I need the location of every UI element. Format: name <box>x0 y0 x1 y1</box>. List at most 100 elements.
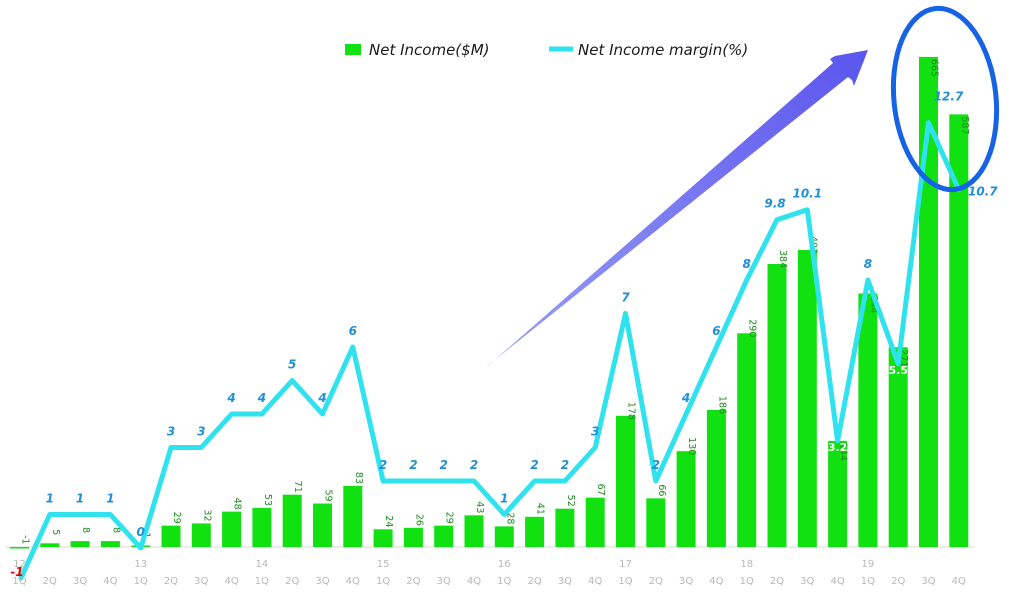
x-tick-label-5: 2Q <box>164 576 178 587</box>
bar-value-label-7: 48 <box>232 498 243 510</box>
x-year-label-16: 16 <box>498 559 511 570</box>
margin-value-label-24: 8 <box>743 257 751 271</box>
bar-value-label-10: 59 <box>323 490 334 502</box>
x-tick-label-0: 1Q <box>12 576 26 587</box>
bar-net-income-12 <box>373 529 393 547</box>
margin-value-label-4: 0 <box>137 525 145 539</box>
x-tick-label-13: 2Q <box>406 576 420 587</box>
bar-net-income-18 <box>555 508 575 547</box>
x-tick-label-12: 1Q <box>376 576 390 587</box>
bar-value-label-31: 587 <box>959 116 970 134</box>
bar-value-label-5: 29 <box>171 512 182 524</box>
margin-value-label-21: 2 <box>652 458 660 472</box>
bar-value-label-24: 290 <box>747 319 758 337</box>
bar-net-income-0 <box>10 547 29 549</box>
legend-label-net-income-margin: Net Income margin(%) <box>578 41 748 59</box>
margin-value-label-0: -1 <box>10 565 23 579</box>
margin-value-label-3: 1 <box>106 492 114 506</box>
bar-net-income-31 <box>949 114 969 548</box>
margin-value-label-8: 4 <box>257 391 266 405</box>
line-series-net-income-margin <box>18 120 962 581</box>
margin-value-label-27: 3.2 <box>828 441 848 454</box>
bar-value-label-29: 271 <box>898 349 909 367</box>
legend: Net Income($M) Net Income margin(%) <box>345 41 748 59</box>
x-axis-year-labels: 12 13 14 15 16 17 18 19 <box>13 559 874 570</box>
bar-value-label-21: 66 <box>656 484 667 496</box>
bar-value-label-30: 665 <box>929 59 940 77</box>
x-tick-label-24: 1Q <box>740 576 754 587</box>
x-tick-label-15: 4Q <box>467 576 481 587</box>
bar-value-label-8: 53 <box>262 494 273 506</box>
bar-value-label-20: 178 <box>626 402 637 420</box>
margin-value-label-2: 1 <box>76 492 84 506</box>
bar-net-income-16 <box>494 526 514 547</box>
bar-value-label-22: 130 <box>686 437 697 455</box>
margin-value-label-7: 4 <box>226 391 235 405</box>
bar-net-income-29 <box>888 347 908 547</box>
bar-net-income-28 <box>858 293 878 547</box>
x-tick-label-3: 4Q <box>103 576 117 587</box>
margin-value-label-22: 4 <box>681 391 690 405</box>
bar-net-income-24 <box>737 333 757 547</box>
bar-value-label-25: 384 <box>777 250 788 268</box>
margin-value-label-11: 6 <box>349 324 357 338</box>
bar-value-label-14: 29 <box>444 512 455 524</box>
margin-value-label-9: 5 <box>288 358 296 372</box>
bar-value-label-27: 144 <box>838 443 849 461</box>
x-tick-label-26: 3Q <box>800 576 814 587</box>
x-tick-label-23: 4Q <box>709 576 723 587</box>
bar-net-income-26 <box>797 249 817 547</box>
bar-value-label-1: 5 <box>50 529 61 535</box>
bar-net-income-9 <box>282 494 302 547</box>
bar-net-income-3 <box>100 541 120 547</box>
x-year-label-14: 14 <box>256 559 269 570</box>
x-year-label-18: 18 <box>740 559 753 570</box>
x-tick-label-19: 4Q <box>588 576 602 587</box>
bar-net-income-19 <box>585 497 605 547</box>
bar-value-label-17: 41 <box>535 503 546 515</box>
margin-value-label-15: 2 <box>470 458 478 472</box>
x-tick-label-14: 3Q <box>437 576 451 587</box>
bar-net-income-6 <box>191 523 211 547</box>
x-tick-label-20: 1Q <box>618 576 632 587</box>
trend-arrow-annotation <box>486 50 868 367</box>
x-year-label-12: 12 <box>13 559 26 570</box>
bar-net-income-27 <box>828 440 848 547</box>
bar-value-label-6: 32 <box>201 509 212 521</box>
x-tick-label-8: 1Q <box>255 576 269 587</box>
highlight-ellipse-annotation <box>890 5 1000 193</box>
trend-arrow-shaft <box>486 50 868 367</box>
x-tick-label-28: 1Q <box>861 576 875 587</box>
bar-value-label-19: 67 <box>595 484 606 496</box>
bar-value-label-16: 28 <box>504 512 515 524</box>
x-tick-label-31: 4Q <box>952 576 966 587</box>
margin-value-label-17: 2 <box>530 458 538 472</box>
x-year-label-15: 15 <box>377 559 390 570</box>
bar-net-income-7 <box>222 511 242 547</box>
bar-value-label-12: 24 <box>383 515 394 527</box>
x-tick-label-22: 3Q <box>679 576 693 587</box>
margin-value-label-5: 3 <box>167 425 175 439</box>
bar-net-income-14 <box>434 525 454 547</box>
bar-value-label-28: 344 <box>868 295 879 313</box>
bar-value-label-13: 26 <box>413 514 424 526</box>
margin-value-label-14: 2 <box>440 458 448 472</box>
bar-net-income-11 <box>343 485 363 547</box>
bar-net-income-1 <box>40 543 60 547</box>
bar-net-income-5 <box>161 525 181 547</box>
x-tick-label-25: 2Q <box>770 576 784 587</box>
x-tick-label-4: 1Q <box>134 576 148 587</box>
bar-net-income-22 <box>676 451 696 547</box>
x-tick-label-10: 3Q <box>315 576 329 587</box>
bar-value-label-0: -1 <box>20 535 31 544</box>
margin-value-label-18: 2 <box>561 458 569 472</box>
bar-value-label-2: 8 <box>80 527 91 533</box>
legend-swatch-net-income <box>345 44 361 55</box>
margin-line <box>18 120 962 581</box>
margin-value-label-30: 12.7 <box>934 90 964 104</box>
margin-value-label-29: 5.5 <box>888 364 908 377</box>
margin-value-label-16: 1 <box>500 492 508 506</box>
